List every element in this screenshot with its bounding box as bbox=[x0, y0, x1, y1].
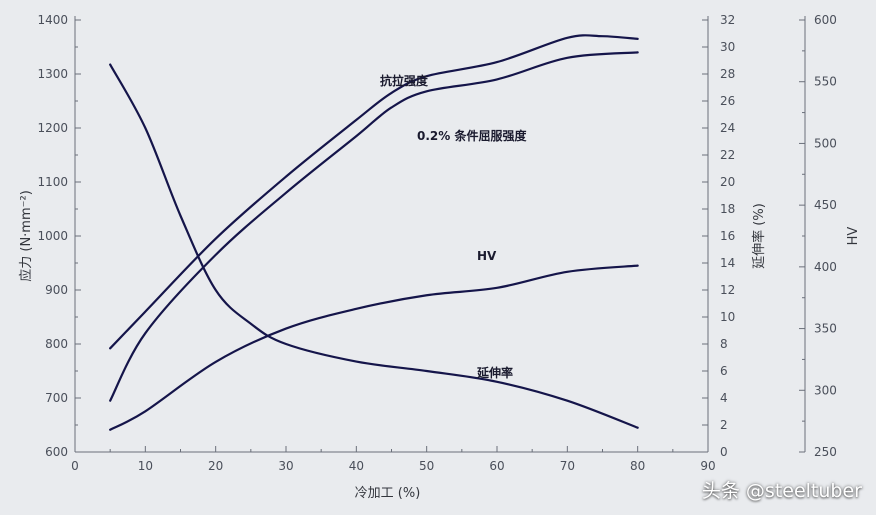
y-left-tick-label: 1400 bbox=[37, 13, 68, 27]
y-right1-tick-label: 0 bbox=[720, 445, 728, 459]
y-left-tick-label: 1100 bbox=[37, 175, 68, 189]
y-right1-tick-label: 24 bbox=[720, 121, 735, 135]
y-axis-right1-title: 延伸率 (%) bbox=[751, 203, 767, 269]
y-right2-tick-label: 250 bbox=[814, 445, 837, 459]
series-line-0 bbox=[109, 34, 639, 350]
y-left-tick-label: 900 bbox=[45, 283, 68, 297]
y-right2-tick-label: 600 bbox=[814, 13, 837, 27]
series-line-1 bbox=[109, 51, 639, 402]
y-right2-tick-label: 500 bbox=[814, 136, 837, 150]
curve-label-2: HV bbox=[477, 249, 497, 263]
y-left-tick-label: 1200 bbox=[37, 121, 68, 135]
x-axis-title: 冷加工 (%) bbox=[355, 486, 421, 501]
series-layer bbox=[109, 34, 639, 431]
y-right1-tick-label: 22 bbox=[720, 148, 735, 162]
y-right2-tick-label: 300 bbox=[814, 383, 837, 397]
series-line-2 bbox=[109, 264, 639, 431]
y-right2-tick-label: 550 bbox=[814, 75, 837, 89]
x-tick-label: 50 bbox=[419, 459, 434, 473]
y-right1-tick-label: 4 bbox=[720, 391, 728, 405]
watermark: 头条 @steeltuber bbox=[701, 480, 862, 502]
y-right1-tick-label: 18 bbox=[720, 202, 735, 216]
x-tick-label: 0 bbox=[71, 459, 79, 473]
y-left-tick-label: 600 bbox=[45, 445, 68, 459]
x-tick-label: 40 bbox=[349, 459, 364, 473]
y-left-tick-label: 1000 bbox=[37, 229, 68, 243]
y-right2-tick-label: 400 bbox=[814, 260, 837, 274]
y-right1-tick-label: 2 bbox=[720, 418, 728, 432]
y-right1-tick-label: 26 bbox=[720, 94, 735, 108]
curve-label-3: 延伸率 bbox=[476, 365, 513, 380]
y-axis-left-title: 应力 (N·mm⁻²) bbox=[18, 190, 34, 282]
x-tick-label: 20 bbox=[208, 459, 223, 473]
series-line-3 bbox=[109, 63, 639, 429]
x-tick-label: 30 bbox=[278, 459, 293, 473]
y-right1-tick-label: 30 bbox=[720, 40, 735, 54]
y-left-tick-label: 700 bbox=[45, 391, 68, 405]
y-right1-tick-label: 8 bbox=[720, 337, 728, 351]
y-left-tick-label: 1300 bbox=[37, 67, 68, 81]
y-right2-tick-label: 350 bbox=[814, 322, 837, 336]
y-axis-right2-title: HV bbox=[846, 227, 861, 246]
curve-label-0: 抗拉强度 bbox=[380, 73, 429, 88]
y-right1-tick-label: 20 bbox=[720, 175, 735, 189]
x-tick-label: 80 bbox=[630, 459, 645, 473]
labels-layer: 抗拉强度 0.2% 条件屈服强度 HV 延伸率 bbox=[380, 73, 527, 380]
y-right1-tick-label: 28 bbox=[720, 67, 735, 81]
y-right1-tick-label: 16 bbox=[720, 229, 735, 243]
x-tick-label: 70 bbox=[560, 459, 575, 473]
y-right1-tick-label: 12 bbox=[720, 283, 735, 297]
y-right2-tick-label: 450 bbox=[814, 198, 837, 212]
y-left-tick-label: 800 bbox=[45, 337, 68, 351]
y-right1-tick-label: 6 bbox=[720, 364, 728, 378]
y-right1-tick-label: 14 bbox=[720, 256, 735, 270]
y-right1-tick-label: 10 bbox=[720, 310, 735, 324]
curve-label-1: 0.2% 条件屈服强度 bbox=[417, 128, 527, 143]
x-tick-label: 10 bbox=[138, 459, 153, 473]
x-tick-label: 60 bbox=[489, 459, 504, 473]
y-right1-tick-label: 32 bbox=[720, 13, 735, 27]
x-tick-label: 90 bbox=[700, 459, 715, 473]
